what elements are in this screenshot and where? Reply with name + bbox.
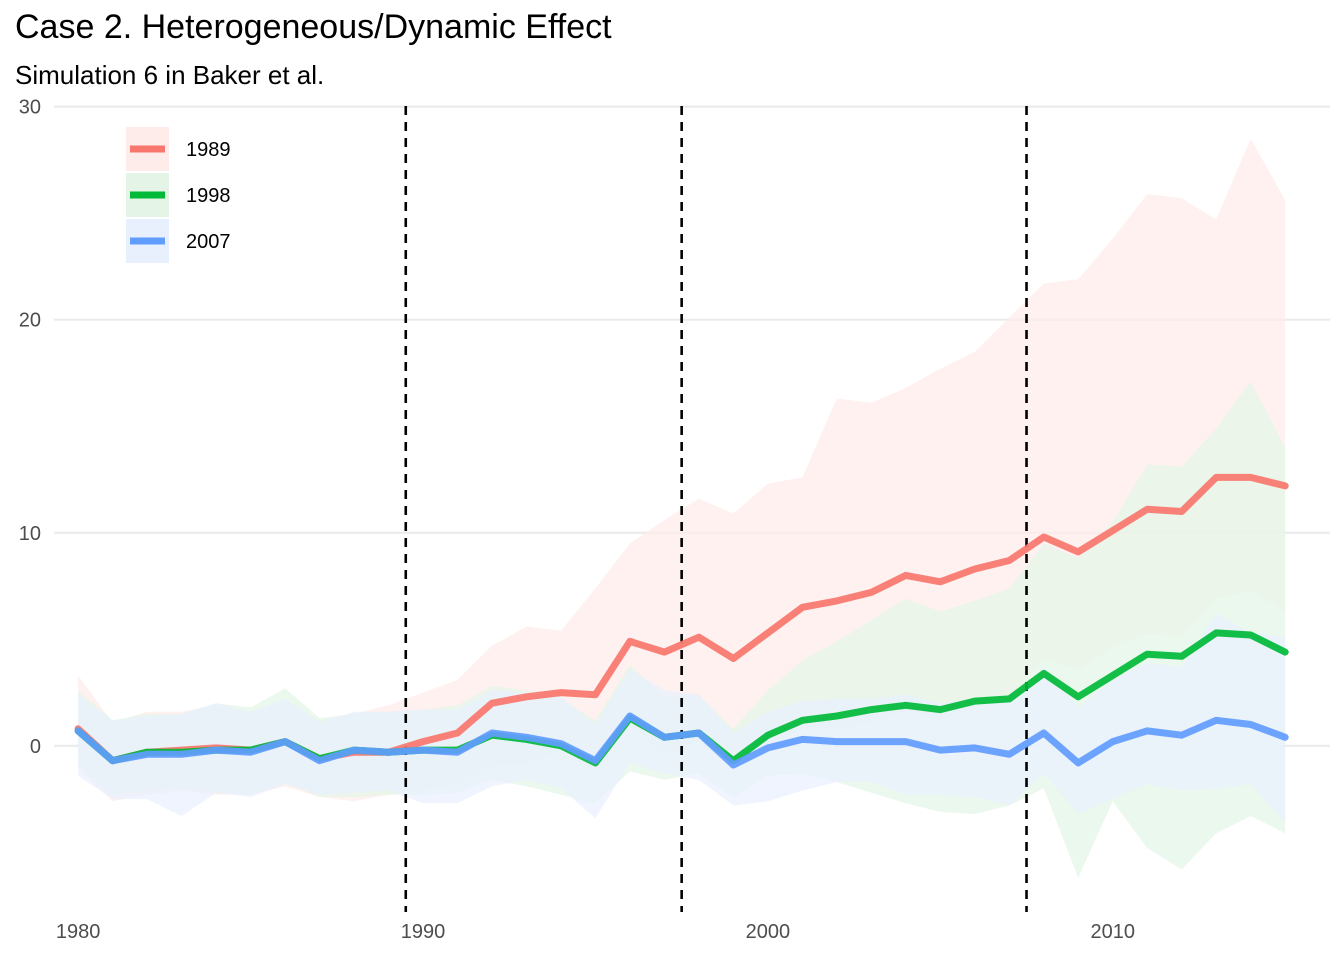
axis-tick-labels: 0 10 20 30 1980 1990 2000 2010: [19, 97, 1135, 943]
chart-subtitle: Simulation 6 in Baker et al.: [15, 60, 325, 90]
y-tick-label-0: 0: [30, 736, 41, 758]
y-tick-label-30: 30: [19, 97, 41, 119]
x-tick-label-2000: 2000: [746, 921, 791, 943]
legend-label-1989: 1989: [186, 139, 231, 161]
legend-label-1998: 1998: [186, 185, 231, 207]
x-tick-label-2010: 2010: [1090, 921, 1135, 943]
x-tick-label-1980: 1980: [56, 921, 101, 943]
y-tick-label-20: 20: [19, 310, 41, 332]
chart-title: Case 2. Heterogeneous/Dynamic Effect: [15, 8, 612, 46]
x-tick-label-1990: 1990: [401, 921, 446, 943]
treatment-reference-lines: [404, 106, 1028, 912]
line-2007: [74, 712, 1289, 769]
series-lines: [74, 473, 1289, 769]
legend: 1989 1998 2007: [126, 127, 231, 263]
legend-label-2007: 2007: [186, 231, 231, 253]
y-tick-label-10: 10: [19, 523, 41, 545]
